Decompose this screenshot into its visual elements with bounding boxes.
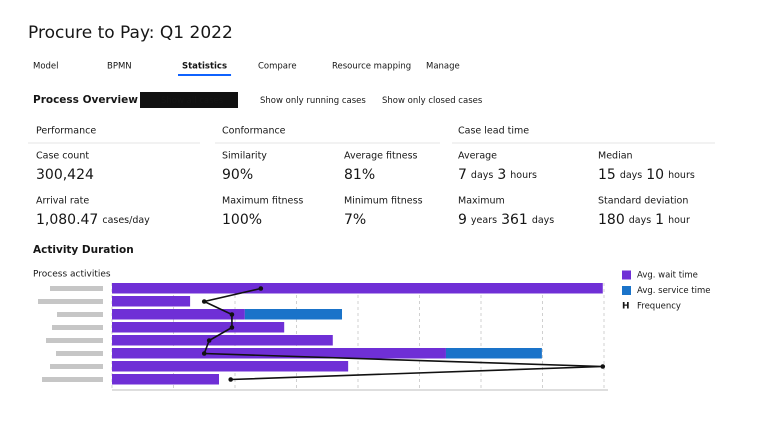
category-placeholder xyxy=(46,338,103,343)
section-heading: Conformance xyxy=(222,126,286,137)
metric-label: Standard deviation xyxy=(598,196,688,207)
legend-symbol: H xyxy=(622,302,630,312)
metric-unit: days xyxy=(532,215,554,226)
metric-unit: years xyxy=(471,215,497,226)
metric-value: 1,080.47 cases/day xyxy=(36,212,150,228)
tab[interactable]: Compare xyxy=(258,62,297,72)
section-heading: Case lead time xyxy=(458,126,529,137)
tab[interactable]: Resource mapping xyxy=(332,62,411,72)
frequency-point xyxy=(201,299,207,304)
metric-value: 7% xyxy=(344,212,366,228)
metric-unit: days xyxy=(471,170,493,181)
metric-number: 7% xyxy=(344,212,366,228)
metric-label: Average fitness xyxy=(344,151,418,162)
metric-unit: hours xyxy=(510,170,537,181)
section-title: Process Overview xyxy=(33,94,138,106)
metric-number: 100% xyxy=(222,212,262,228)
frequency-point xyxy=(206,338,212,343)
bar xyxy=(112,361,349,372)
metric-label: Arrival rate xyxy=(36,196,89,207)
bar xyxy=(244,309,343,320)
metric-label: Case count xyxy=(36,151,89,162)
metric-unit: hour xyxy=(668,215,690,226)
tab[interactable]: Manage xyxy=(426,62,460,72)
page-title: Procure to Pay: Q1 2022 xyxy=(28,23,233,43)
metric-value: 180 days 1 hour xyxy=(598,212,690,228)
metric-number: 10 xyxy=(646,167,664,183)
filter-button[interactable] xyxy=(140,92,238,108)
legend-swatch xyxy=(622,270,631,280)
metric-label: Maximum fitness xyxy=(222,196,303,207)
filter-label[interactable]: Show only closed cases xyxy=(382,96,483,106)
metric-number: 1,080.47 xyxy=(36,212,98,228)
metric-number: 3 xyxy=(497,167,506,183)
legend-label: Avg. service time xyxy=(637,286,711,296)
bar xyxy=(112,309,245,320)
bar xyxy=(112,348,446,359)
metric-unit: days xyxy=(629,215,651,226)
bar xyxy=(112,322,285,333)
frequency-point xyxy=(600,364,606,369)
metric-label: Median xyxy=(598,151,633,162)
legend-label: Frequency xyxy=(637,302,681,312)
category-placeholder xyxy=(38,299,103,304)
category-placeholder xyxy=(57,312,103,317)
category-placeholder xyxy=(50,364,103,369)
metric-value: 300,424 xyxy=(36,167,94,183)
metric-label: Maximum xyxy=(458,196,505,207)
metric-number: 180 xyxy=(598,212,625,228)
category-placeholder xyxy=(42,377,103,382)
bar xyxy=(445,348,542,359)
category-placeholder xyxy=(56,351,103,356)
tab[interactable]: BPMN xyxy=(107,62,132,72)
metric-unit: hours xyxy=(668,170,695,181)
metric-number: 7 xyxy=(458,167,467,183)
metric-number: 9 xyxy=(458,212,467,228)
legend-label: Avg. wait time xyxy=(637,271,698,281)
metric-number: 361 xyxy=(501,212,528,228)
bar xyxy=(112,283,603,294)
bar xyxy=(112,374,220,385)
frequency-point xyxy=(228,377,233,382)
filter-label[interactable]: Show all cases xyxy=(161,96,224,106)
category-placeholder xyxy=(52,325,103,330)
metric-unit: days xyxy=(620,170,642,181)
metric-unit: cases/day xyxy=(102,215,150,226)
metric-value: 100% xyxy=(222,212,262,228)
metric-number: 1 xyxy=(655,212,664,228)
metric-value: 7 days 3 hours xyxy=(458,167,537,183)
tab[interactable]: Statistics xyxy=(182,62,227,72)
bar xyxy=(112,296,191,307)
metric-label: Similarity xyxy=(222,151,267,162)
filter-label[interactable]: Show only running cases xyxy=(260,96,366,106)
frequency-point xyxy=(229,325,235,330)
bar xyxy=(112,335,333,346)
chart-title: Activity Duration xyxy=(33,244,134,256)
metric-value: 15 days 10 hours xyxy=(598,167,695,183)
frequency-point xyxy=(258,286,264,291)
category-placeholder xyxy=(50,286,103,291)
metric-label: Minimum fitness xyxy=(344,196,423,207)
tab-underline xyxy=(178,74,232,76)
tab[interactable]: Model xyxy=(33,62,59,72)
frequency-line xyxy=(201,287,603,381)
chart-subtitle: Process activities xyxy=(33,270,111,280)
frequency-point xyxy=(201,351,207,356)
metric-value: 81% xyxy=(344,167,375,183)
metric-number: 81% xyxy=(344,167,375,183)
legend-swatch xyxy=(622,286,631,295)
frequency-point xyxy=(229,312,235,317)
metric-value: 9 years 361 days xyxy=(458,212,554,228)
metric-number: 90% xyxy=(222,167,253,183)
metric-label: Average xyxy=(458,151,497,162)
metric-number: 15 xyxy=(598,167,616,183)
metric-number: 300,424 xyxy=(36,167,94,183)
section-heading: Performance xyxy=(36,126,96,137)
metric-value: 90% xyxy=(222,167,253,183)
